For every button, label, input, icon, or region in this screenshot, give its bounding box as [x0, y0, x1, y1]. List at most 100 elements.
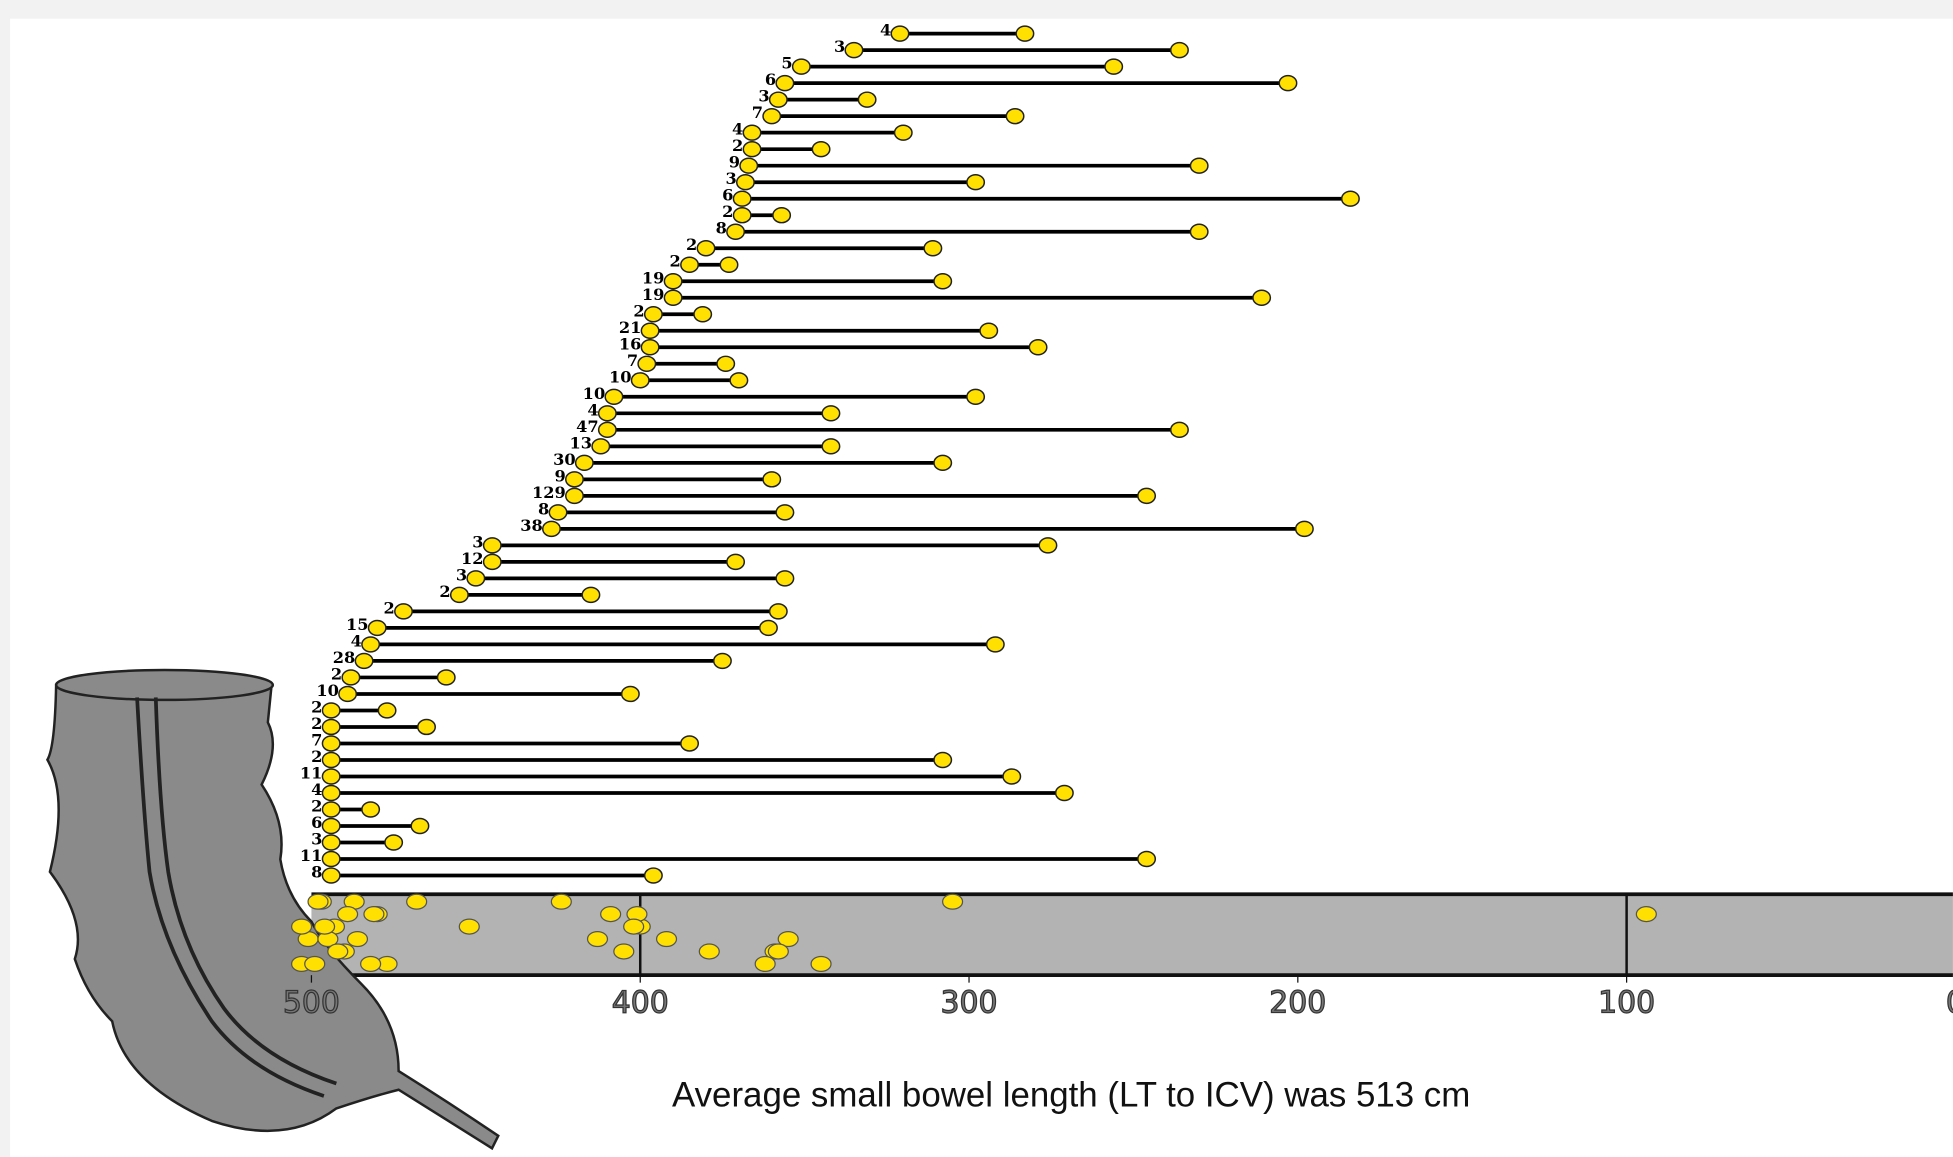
count-label: 4 [587, 400, 598, 419]
count-label: 4 [732, 120, 743, 139]
end-dot [410, 817, 430, 835]
dot [600, 906, 622, 923]
end-dot [719, 256, 739, 273]
count-label: 3 [311, 830, 322, 849]
start-dot [775, 74, 795, 92]
dot [698, 943, 720, 960]
start-dot [663, 289, 683, 306]
start-dot [739, 157, 759, 174]
start-dot [354, 652, 374, 670]
dot [360, 955, 382, 973]
dot [623, 918, 645, 935]
end-dot [933, 454, 953, 472]
end-dot [680, 735, 700, 752]
end-dot [643, 867, 663, 884]
count-label: 9 [554, 466, 565, 485]
count-label: 5 [781, 54, 792, 73]
start-dot [565, 487, 584, 505]
dot [406, 893, 428, 910]
count-label: 4 [351, 631, 362, 650]
end-dot [1104, 58, 1124, 75]
end-dot [1278, 74, 1298, 92]
count-label: 2 [311, 797, 322, 816]
caption: Average small bowel length (LT to ICV) w… [672, 1075, 1470, 1114]
end-dot [581, 586, 601, 604]
count-label: 2 [311, 714, 322, 733]
count-label: 2 [384, 598, 395, 617]
start-dot [321, 834, 341, 851]
count-label: 10 [316, 681, 339, 700]
end-dot [693, 306, 713, 323]
end-dot [712, 652, 732, 670]
start-dot [367, 619, 387, 637]
start-dot [574, 454, 594, 472]
end-dot [966, 173, 986, 191]
end-dot [857, 91, 877, 108]
start-dot [643, 306, 663, 323]
dot [1635, 906, 1657, 923]
x-tick-label: 300 [941, 985, 998, 1020]
end-dot [1137, 850, 1157, 868]
dot [304, 955, 326, 973]
count-label: 8 [311, 863, 322, 882]
start-dot [732, 190, 752, 207]
dot [810, 955, 832, 973]
start-dot [742, 140, 762, 158]
count-label: 12 [461, 549, 484, 568]
end-dot [726, 553, 746, 571]
start-dot [321, 702, 341, 719]
dot [942, 893, 964, 910]
end-dot [821, 438, 841, 455]
x-tick-label: 400 [612, 985, 669, 1020]
start-dot [732, 206, 752, 224]
start-dot [768, 91, 788, 108]
end-dot [620, 685, 640, 703]
start-dot [548, 504, 568, 521]
dot [327, 943, 349, 960]
start-dot [565, 471, 584, 488]
start-dot [321, 751, 341, 769]
count-label: 2 [686, 235, 697, 254]
start-dot [341, 669, 361, 686]
end-dot [384, 834, 404, 851]
dot [767, 943, 789, 960]
end-dot [1015, 25, 1035, 42]
end-dot [775, 570, 795, 587]
count-label: 7 [627, 351, 638, 370]
start-dot [696, 240, 716, 257]
x-tick-label: 0 [1946, 985, 1953, 1020]
x-tick-label: 500 [283, 985, 340, 1020]
end-dot [436, 669, 456, 686]
dot [550, 893, 572, 910]
end-dot [729, 372, 749, 389]
count-label: 38 [520, 516, 543, 535]
end-dot [758, 619, 778, 637]
end-dot [1252, 289, 1272, 306]
dot [754, 955, 776, 973]
count-label: 9 [729, 153, 740, 172]
start-dot [541, 520, 561, 538]
count-label: 2 [331, 664, 342, 683]
end-dot [811, 140, 831, 158]
dot [458, 918, 480, 935]
start-dot [482, 537, 502, 554]
start-dot [640, 339, 660, 356]
count-label: 19 [642, 285, 665, 304]
end-dot [1038, 537, 1058, 554]
count-label: 11 [300, 763, 323, 782]
count-label: 2 [722, 202, 733, 221]
count-label: 2 [439, 582, 450, 601]
dot [363, 906, 385, 923]
count-label: 3 [472, 532, 483, 551]
dot [346, 930, 369, 948]
count-label: 6 [722, 186, 733, 205]
dot [290, 918, 313, 935]
start-dot [449, 586, 469, 604]
count-label: 11 [300, 846, 323, 865]
count-label: 3 [834, 37, 845, 56]
start-dot [604, 388, 624, 406]
x-tick-label: 200 [1269, 985, 1326, 1020]
start-dot [321, 784, 341, 802]
